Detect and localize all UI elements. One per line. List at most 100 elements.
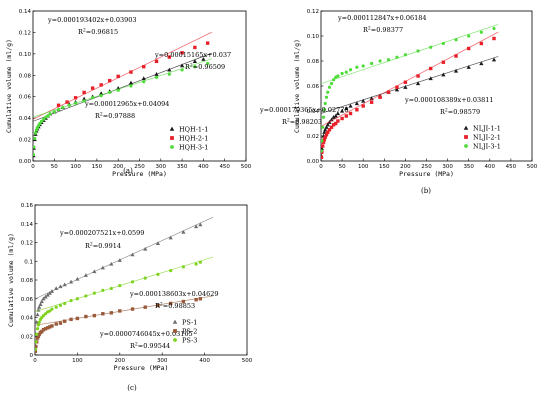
panel-label: (c) bbox=[127, 384, 137, 392]
point-PS-1 bbox=[45, 292, 50, 297]
r2-superscript: 2 bbox=[160, 302, 163, 308]
point-HQH-2-1 bbox=[193, 45, 197, 50]
fit-annotation: y=0.000138603x+0.04629 bbox=[129, 290, 219, 298]
point-NLJI-1-1 bbox=[394, 87, 400, 92]
point-HQH-1-1 bbox=[192, 59, 197, 63]
point-NLJI-3-1 bbox=[326, 90, 330, 94]
point-HQH-3-1 bbox=[206, 61, 210, 66]
point-NLJI-3-1 bbox=[386, 58, 391, 62]
x-tick-label: 300 bbox=[157, 358, 168, 364]
series-group bbox=[35, 216, 214, 353]
x-tick-label: 400 bbox=[199, 358, 210, 364]
point-NLJI-3-1 bbox=[454, 38, 458, 42]
point-PS-2 bbox=[50, 324, 54, 328]
point-NLJI-2-1 bbox=[322, 138, 327, 142]
r2-value: =0.97888 bbox=[103, 112, 135, 120]
point-NLJI-2-1 bbox=[395, 85, 399, 89]
x-tick-label: 400 bbox=[198, 164, 209, 170]
point-NLJI-1-1 bbox=[325, 122, 330, 127]
x-tick-label: 0 bbox=[33, 358, 37, 364]
x-axis-label: Pressure (MPa) bbox=[399, 170, 454, 178]
fit-annotation: R2=0.98203 bbox=[282, 118, 322, 127]
point-PS-1 bbox=[43, 294, 48, 299]
point-HQH-1-1 bbox=[154, 72, 159, 76]
point-NLJI-2-1 bbox=[334, 121, 338, 126]
r2-value: =0.96815 bbox=[86, 28, 118, 36]
x-tick-label: 100 bbox=[358, 164, 369, 170]
point-HQH-3-1 bbox=[33, 152, 36, 157]
point-NLJI-3-1 bbox=[321, 149, 324, 153]
point-HQH-2-1 bbox=[167, 55, 172, 59]
r2-prefix: R bbox=[78, 28, 84, 36]
point-NLJI-3-1 bbox=[322, 108, 326, 112]
fit-line-NLJI-1-1 bbox=[321, 56, 499, 114]
point-PS-1 bbox=[109, 261, 114, 266]
point-HQH-3-1 bbox=[38, 121, 42, 126]
fit-annotation: R2=0.99544 bbox=[130, 342, 170, 351]
point-PS-1 bbox=[100, 265, 105, 270]
point-NLJI-2-1 bbox=[321, 144, 325, 148]
point-NLJI-1-1 bbox=[479, 61, 484, 66]
point-NLJI-3-1 bbox=[370, 61, 374, 66]
point-NLJI-2-1 bbox=[441, 60, 446, 64]
point-HQH-3-1 bbox=[56, 107, 61, 112]
x-tick-label: 500 bbox=[527, 164, 538, 170]
point-HQH-3-1 bbox=[33, 136, 37, 141]
point-NLJI-1-1 bbox=[491, 57, 497, 62]
point-PS-3 bbox=[35, 327, 40, 331]
fit-annotation: y=0.000112847x+0.06184 bbox=[337, 14, 427, 22]
point-NLJI-2-1 bbox=[327, 128, 332, 132]
legend-label-NLJI-1-1: NLJI-1-1 bbox=[473, 124, 501, 132]
point-PS-2 bbox=[130, 307, 135, 311]
point-NLJI-1-1 bbox=[340, 108, 345, 113]
point-PS-3 bbox=[84, 294, 88, 298]
point-NLJI-2-1 bbox=[336, 119, 340, 123]
y-tick-label: 0.04 bbox=[307, 109, 320, 115]
point-HQH-3-1 bbox=[108, 90, 112, 95]
point-NLJI-1-1 bbox=[348, 103, 353, 108]
legend-marker-NLJI-2-1 bbox=[464, 135, 468, 139]
point-PS-2 bbox=[118, 309, 122, 313]
point-PS-3 bbox=[156, 272, 160, 276]
r2-prefix: R bbox=[185, 63, 191, 71]
point-NLJI-3-1 bbox=[321, 115, 326, 119]
point-HQH-1-1 bbox=[128, 80, 134, 85]
point-PS-2 bbox=[36, 334, 41, 338]
point-PS-3 bbox=[181, 265, 185, 269]
point-HQH-1-1 bbox=[82, 96, 87, 101]
legend-label-PS-2: PS-2 bbox=[182, 327, 197, 335]
point-HQH-2-1 bbox=[65, 100, 69, 104]
point-NLJI-3-1 bbox=[332, 78, 336, 82]
point-PS-3 bbox=[69, 299, 73, 303]
y-tick-label: 0.14 bbox=[19, 9, 32, 15]
point-PS-3 bbox=[48, 309, 52, 313]
point-HQH-1-1 bbox=[201, 57, 206, 61]
x-tick-label: 300 bbox=[156, 164, 167, 170]
y-tick-label: 0 bbox=[30, 353, 34, 359]
point-PS-1 bbox=[92, 269, 97, 274]
y-tick-label: 0.00 bbox=[19, 159, 32, 165]
point-PS-3 bbox=[35, 347, 38, 351]
fit-annotation: y=0.000193402x+0.03903 bbox=[47, 16, 137, 24]
point-PS-3 bbox=[109, 286, 113, 291]
point-HQH-2-1 bbox=[180, 51, 184, 55]
x-tick-label: 100 bbox=[72, 358, 83, 364]
point-HQH-2-1 bbox=[56, 103, 61, 107]
fit-annotation: R2=0.98853 bbox=[155, 302, 195, 311]
point-HQH-3-1 bbox=[61, 105, 65, 110]
point-PS-3 bbox=[37, 320, 41, 324]
x-tick-label: 400 bbox=[485, 164, 496, 170]
x-tick-label: 450 bbox=[506, 164, 517, 170]
x-tick-label: 0 bbox=[319, 164, 323, 170]
point-PS-1 bbox=[130, 252, 135, 257]
point-PS-1 bbox=[35, 312, 40, 317]
point-PS-1 bbox=[143, 246, 148, 251]
legend-label-HQH-1-1: HQH-1-1 bbox=[179, 125, 208, 133]
point-NLJI-3-1 bbox=[336, 74, 340, 78]
point-PS-2 bbox=[69, 317, 73, 322]
point-PS-2 bbox=[75, 316, 80, 321]
point-NLJI-2-1 bbox=[378, 95, 382, 99]
point-NLJI-2-1 bbox=[344, 114, 349, 118]
point-NLJI-1-1 bbox=[324, 125, 329, 129]
y-tick-label: 0.04 bbox=[19, 116, 32, 122]
